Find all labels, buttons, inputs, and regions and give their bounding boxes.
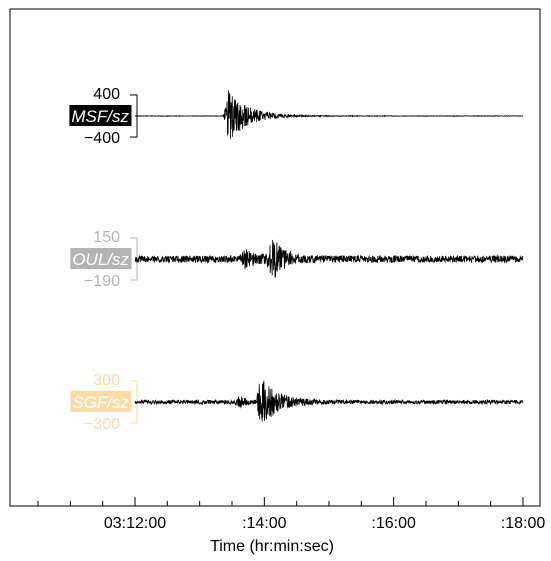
station-label-bg <box>70 391 132 412</box>
x-tick-label: :18:00 <box>501 515 546 532</box>
x-axis: 03:12:00 :14:00 :16:00 :18:00 <box>37 497 546 532</box>
scale-max-label: 400 <box>93 86 120 103</box>
station-label: MSF/sz <box>71 107 129 126</box>
x-tick-label: 03:12:00 <box>104 515 166 532</box>
scale-bracket <box>130 237 138 281</box>
station-label: OUL/sz <box>72 250 129 269</box>
scale-min-label: −400 <box>84 130 120 147</box>
scale-min-label: −300 <box>84 416 120 433</box>
waveform-line <box>134 239 524 278</box>
x-tick-label: :14:00 <box>242 515 287 532</box>
trace-msf: 400 −400 MSF/sz <box>69 86 524 147</box>
station-label: SGF/sz <box>72 393 129 412</box>
station-label-bg <box>69 105 132 126</box>
waveform-line <box>135 90 524 140</box>
scale-max-label: 150 <box>93 229 120 246</box>
scale-max-label: 300 <box>93 372 120 389</box>
scale-min-label: −190 <box>84 273 120 290</box>
plot-frame <box>9 8 541 507</box>
trace-oul: 150 −190 OUL/sz <box>70 229 524 290</box>
waveform-line <box>134 380 524 422</box>
x-axis-title: Time (hr:min:sec) <box>210 538 334 555</box>
station-label-bg <box>70 248 132 269</box>
traces: 400 −400 MSF/sz 150 −190 OUL/sz 300 −300 SGF/sz <box>69 86 524 433</box>
x-tick-label: :16:00 <box>371 515 416 532</box>
trace-sgf: 300 −300 SGF/sz <box>70 372 524 433</box>
